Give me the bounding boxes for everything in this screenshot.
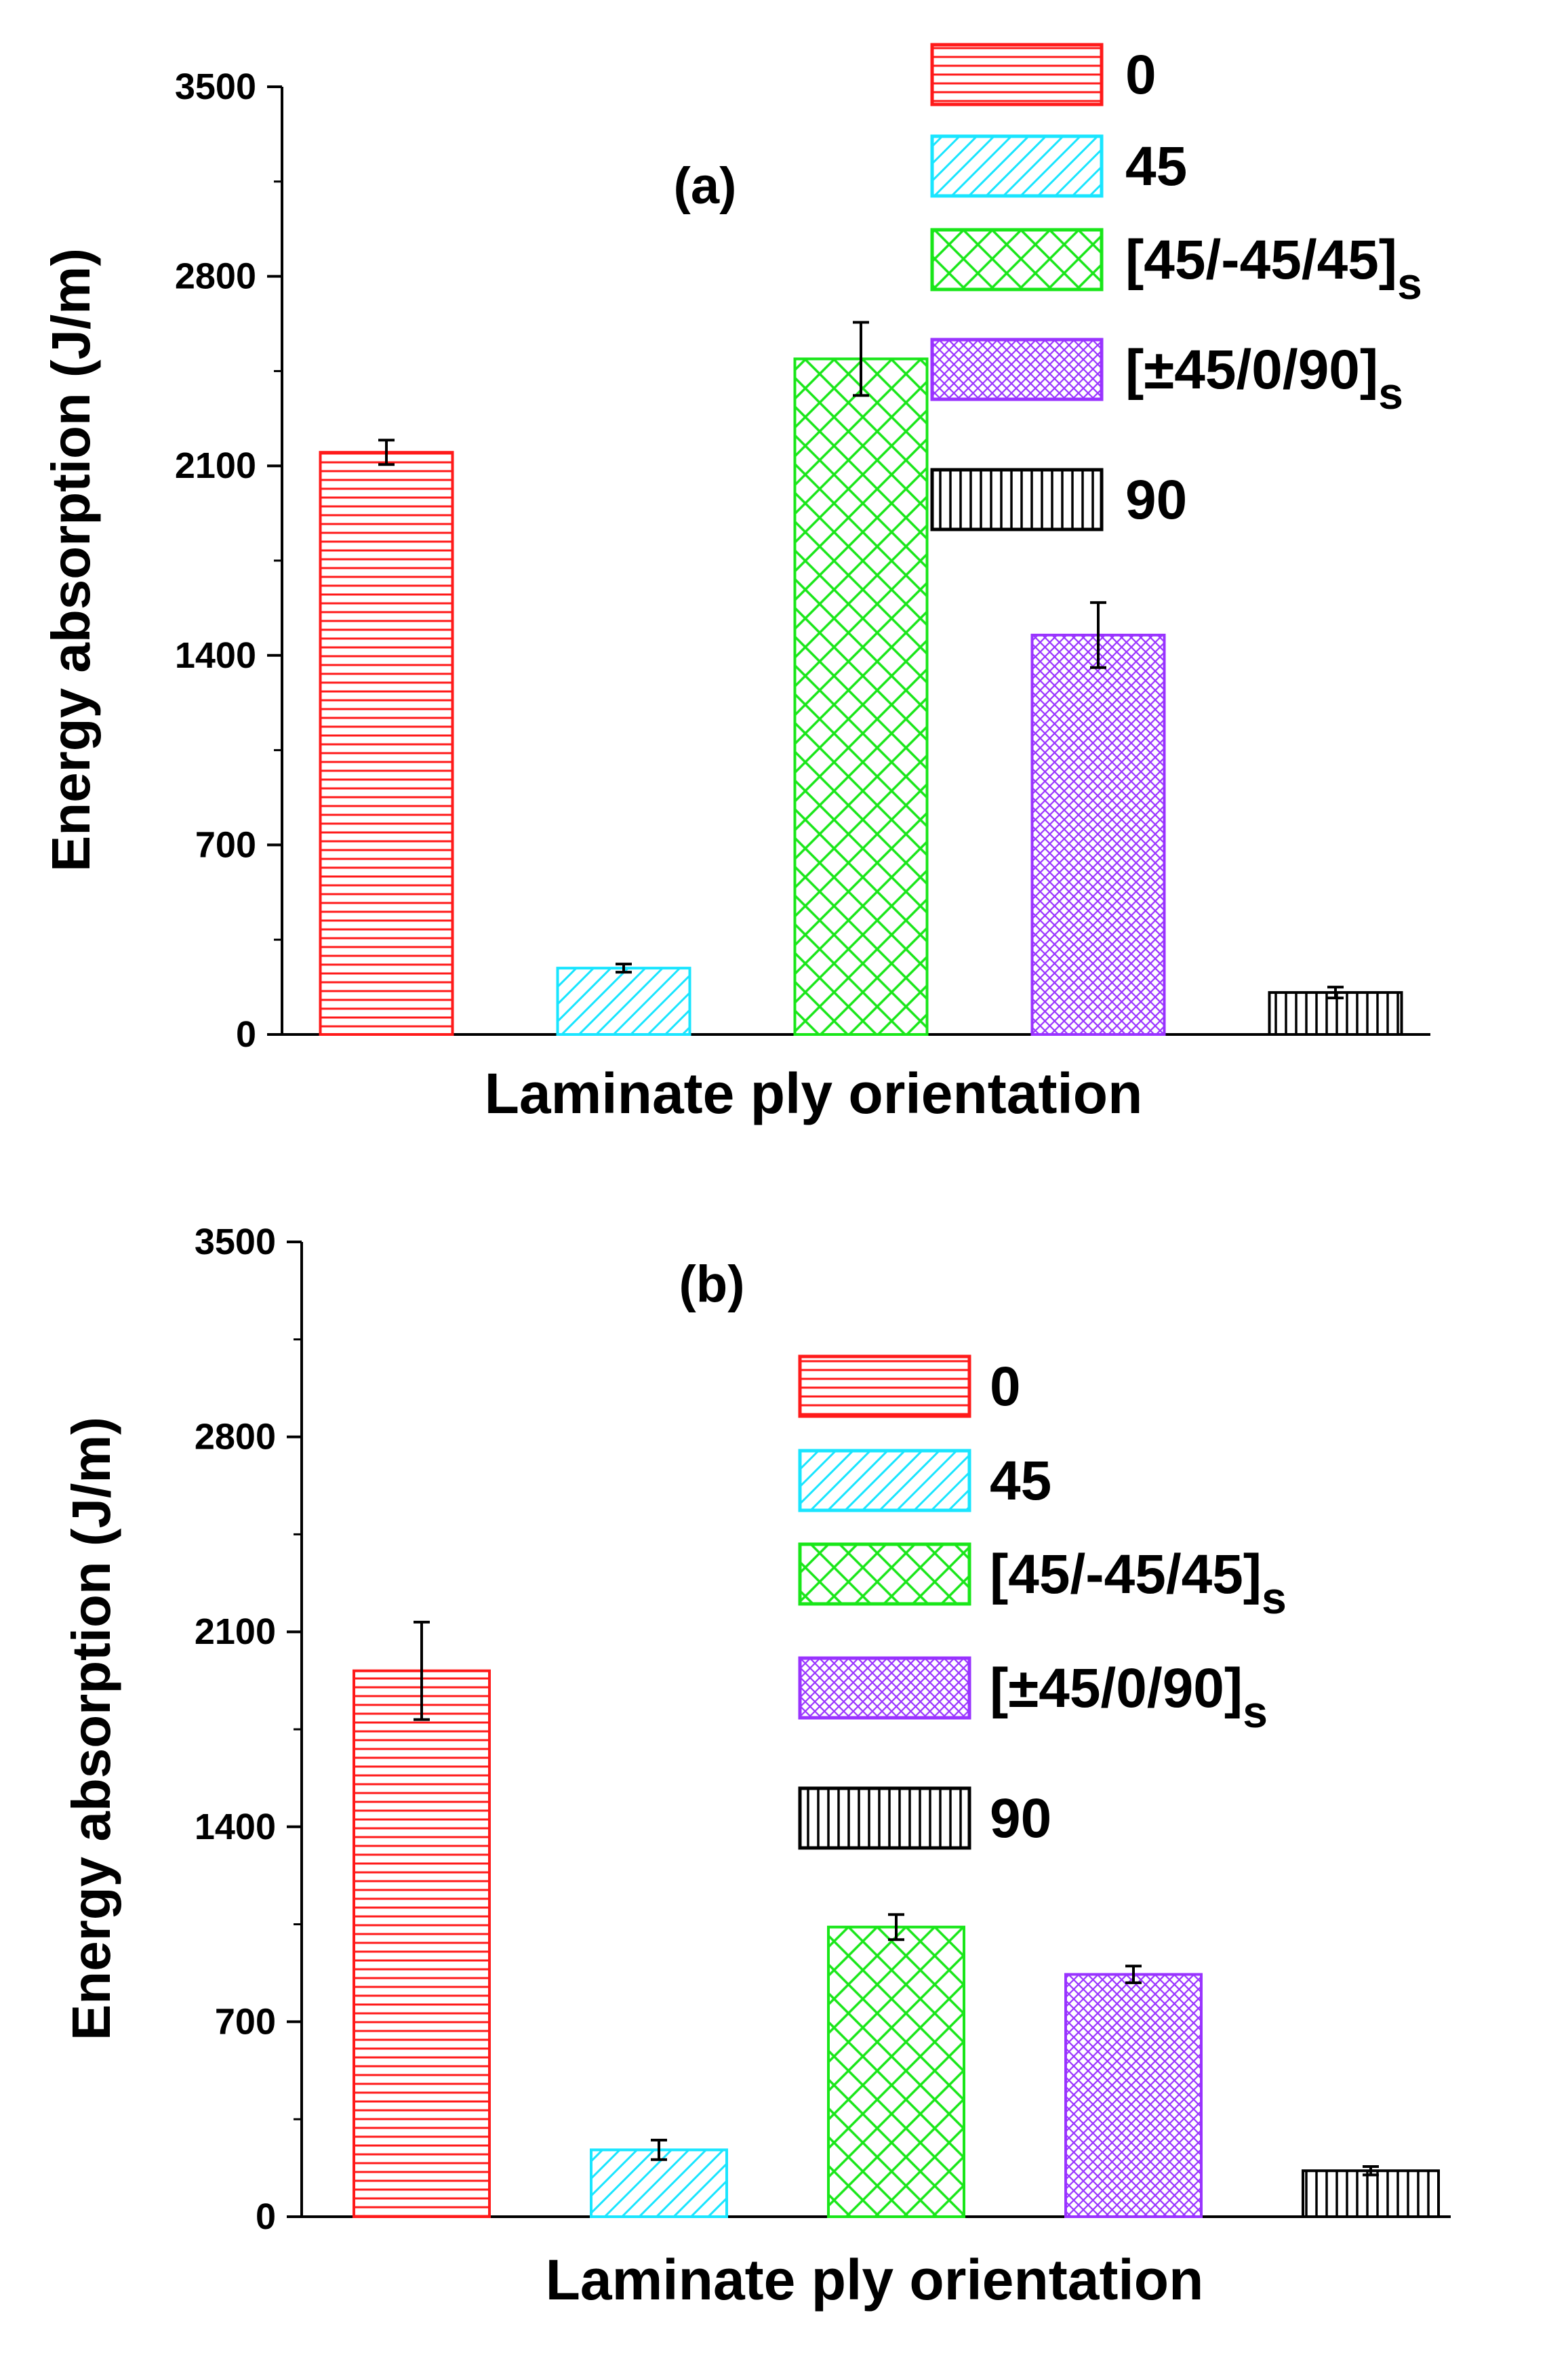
chart-panel-b: 0 700 1400 2100 2800 3500 (b) Energy absorpti… <box>61 1222 1451 2312</box>
legend: 0 45 [45/-45/45]s [±45/0/90]s 90 <box>930 43 1422 531</box>
error-bar-3 <box>1090 601 1106 669</box>
bar-3 <box>1030 633 1166 1036</box>
legend-item-1: 45 <box>798 1449 1051 1512</box>
error-bar-2 <box>888 1913 904 1941</box>
error-bar-4 <box>1363 2165 1379 2177</box>
y-tick-label: 1400 <box>195 1807 276 1847</box>
legend-swatch <box>930 468 1104 531</box>
legend-label: [45/-45/45]s <box>990 1544 1287 1623</box>
legend-label: [±45/0/90]s <box>1125 339 1403 418</box>
error-bar-3 <box>1125 1965 1142 1984</box>
error-bar-0 <box>378 439 395 466</box>
panel-label: (a) <box>674 157 737 215</box>
y-tick-label: 2100 <box>195 1611 276 1652</box>
legend-swatch <box>798 1656 971 1720</box>
y-tick-label: 2100 <box>175 445 256 486</box>
y-tick-label: 0 <box>236 1014 256 1055</box>
y-tick-label: 2800 <box>195 1417 276 1457</box>
legend-label: 45 <box>1125 136 1187 197</box>
legend-item-1: 45 <box>930 134 1187 198</box>
bar-0 <box>353 1669 491 2218</box>
legend-swatch <box>798 1449 971 1512</box>
legend-swatch <box>798 1786 971 1850</box>
legend-item-2: [45/-45/45]s <box>798 1542 1287 1623</box>
bar-2 <box>793 357 929 1036</box>
legend-label: 0 <box>990 1356 1021 1417</box>
y-tick-label: 2800 <box>175 256 256 297</box>
legend-label: [±45/0/90]s <box>990 1657 1268 1737</box>
legend-swatch <box>798 1542 971 1606</box>
y-tick-label: 700 <box>215 2001 276 2042</box>
legend-item-3: [±45/0/90]s <box>930 338 1403 418</box>
y-tick-label: 700 <box>195 824 256 865</box>
y-ticks: 0 700 1400 2100 2800 3500 <box>175 66 282 1055</box>
legend-item-0: 0 <box>930 43 1157 106</box>
y-tick-label: 3500 <box>195 1222 276 1262</box>
legend-item-4: 90 <box>798 1786 1051 1850</box>
bar-2 <box>827 1925 965 2218</box>
legend-swatch <box>930 43 1104 106</box>
legend-label: 90 <box>1125 469 1187 531</box>
bar-0 <box>319 451 454 1036</box>
x-axis-label: Laminate ply orientation <box>485 1062 1143 1125</box>
y-ticks: 0 700 1400 2100 2800 3500 <box>195 1222 302 2237</box>
bar-4 <box>1268 991 1403 1036</box>
panel-label: (b) <box>679 1255 744 1313</box>
legend-item-4: 90 <box>930 468 1187 531</box>
bar-1 <box>556 967 691 1036</box>
y-tick-label: 0 <box>256 2196 276 2237</box>
legend-label: 45 <box>990 1450 1051 1512</box>
legend: 0 45 [45/-45/45]s [±45/0/90]s 90 <box>798 1354 1287 1850</box>
chart-panel-a: 0 700 1400 2100 2800 3500 (a) Energy absorpti… <box>41 43 1430 1125</box>
error-bar-0 <box>414 1620 430 1721</box>
legend-swatch <box>930 228 1104 291</box>
error-bar-1 <box>651 2139 667 2161</box>
y-tick-label: 1400 <box>175 635 256 676</box>
legend-item-0: 0 <box>798 1354 1021 1418</box>
legend-label: 0 <box>1125 44 1157 106</box>
legend-swatch <box>930 338 1104 401</box>
bars <box>319 357 1403 1036</box>
y-axis-label: Energy absorption (J/m) <box>61 1417 121 2040</box>
legend-swatch <box>798 1354 971 1418</box>
error-bar-4 <box>1327 986 1344 1000</box>
bar-4 <box>1302 2169 1440 2218</box>
legend-label: [45/-45/45]s <box>1125 229 1422 308</box>
error-bar-1 <box>616 963 632 974</box>
legend-item-3: [±45/0/90]s <box>798 1656 1268 1737</box>
error-bars <box>414 1620 1379 2177</box>
legend-label: 90 <box>990 1788 1051 1849</box>
bars <box>353 1669 1440 2218</box>
error-bar-2 <box>853 321 869 397</box>
legend-item-2: [45/-45/45]s <box>930 228 1422 308</box>
legend-swatch <box>930 134 1104 198</box>
error-bars <box>378 321 1344 1000</box>
bar-1 <box>590 2148 728 2218</box>
x-axis-label: Laminate ply orientation <box>546 2248 1204 2312</box>
y-axis-label: Energy absorption (J/m) <box>41 248 101 872</box>
bar-3 <box>1064 1973 1203 2218</box>
y-tick-label: 3500 <box>175 66 256 107</box>
